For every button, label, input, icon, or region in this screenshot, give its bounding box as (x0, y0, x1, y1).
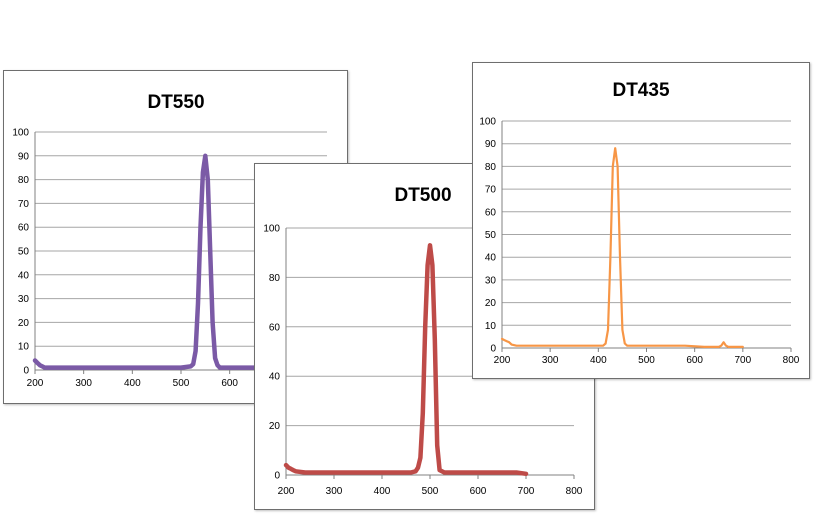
x-tick-label: 600 (686, 355, 703, 366)
y-tick-label: 70 (485, 185, 497, 196)
y-tick-label: 10 (18, 342, 30, 353)
x-tick-label: 300 (326, 486, 343, 497)
chart-title: DT435 (612, 80, 669, 101)
y-tick-label: 80 (18, 175, 30, 186)
y-tick-label: 60 (18, 223, 30, 234)
y-tick-label: 100 (479, 117, 496, 128)
y-tick-label: 0 (274, 471, 280, 482)
y-tick-label: 40 (18, 270, 30, 281)
y-tick-label: 100 (263, 224, 280, 235)
x-tick-label: 400 (124, 378, 141, 389)
x-tick-label: 400 (590, 355, 607, 366)
series-line (32, 153, 281, 370)
y-tick-label: 80 (269, 273, 281, 284)
x-tick-label: 200 (494, 355, 511, 366)
y-tick-label: 0 (23, 366, 29, 377)
x-tick-label: 600 (221, 378, 238, 389)
y-tick-label: 20 (18, 318, 30, 329)
x-tick-label: 700 (518, 486, 535, 497)
x-tick-label: 200 (27, 378, 44, 389)
x-tick-label: 700 (734, 355, 751, 366)
y-tick-label: 60 (269, 322, 281, 333)
y-tick-label: 80 (485, 162, 497, 173)
series-line (283, 243, 529, 477)
y-tick-label: 30 (485, 275, 497, 286)
y-tick-label: 70 (18, 199, 30, 210)
x-tick-label: 500 (173, 378, 190, 389)
y-tick-label: 30 (18, 294, 30, 305)
x-tick-label: 400 (374, 486, 391, 497)
chart-dt435: DT435 0 10 20 30 40 50 60 70 80 90 100 200 300 400 500 6… (479, 80, 800, 366)
x-tick-label: 800 (566, 486, 583, 497)
chart-card-dt435: DT435 0 10 20 30 40 50 60 70 80 90 100 200 300 400 500 6… (472, 62, 810, 379)
x-tick-label: 800 (783, 355, 800, 366)
y-tick-label: 90 (18, 151, 30, 162)
y-tick-label: 60 (485, 207, 497, 218)
y-tick-label: 90 (485, 139, 497, 150)
y-tick-label: 40 (269, 372, 281, 383)
chart-title: DT550 (147, 92, 204, 113)
y-tick-label: 100 (12, 128, 29, 139)
y-tick-label: 0 (490, 344, 496, 355)
y-tick-label: 20 (485, 298, 497, 309)
x-tick-label: 500 (638, 355, 655, 366)
y-tick-label: 10 (485, 321, 497, 332)
x-tick-label: 500 (422, 486, 439, 497)
chart-title: DT500 (394, 185, 451, 206)
y-tick-label: 40 (485, 253, 497, 264)
x-tick-label: 300 (542, 355, 559, 366)
series-line (500, 147, 744, 348)
y-tick-label: 50 (18, 247, 30, 258)
x-tick-label: 300 (75, 378, 92, 389)
y-tick-label: 20 (269, 421, 281, 432)
y-tick-label: 50 (485, 230, 497, 241)
x-tick-label: 600 (470, 486, 487, 497)
x-tick-label: 200 (278, 486, 295, 497)
